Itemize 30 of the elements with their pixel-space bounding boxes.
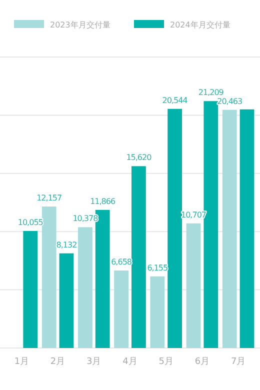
data-label: 20,463 <box>217 96 243 106</box>
bar <box>23 230 38 348</box>
data-label: 10,055 <box>18 218 44 227</box>
data-label: 21,209 <box>198 88 224 98</box>
x-tick-label: 3月 <box>86 357 102 367</box>
bar <box>186 223 201 348</box>
bar <box>42 206 56 348</box>
x-tick-label: 2月 <box>50 357 66 367</box>
data-label: 6,155 <box>147 263 168 272</box>
bar <box>59 253 74 348</box>
data-label: 20,544 <box>162 96 188 105</box>
data-label: 12,157 <box>36 193 62 202</box>
x-tick-label: 7月 <box>230 357 246 367</box>
data-label: 8,132 <box>56 240 78 250</box>
legend-label: 2023年月交付量 <box>50 20 110 30</box>
x-tick-label: 6月 <box>194 357 210 367</box>
x-tick-label: 1月 <box>14 357 30 367</box>
x-tick-label: 5月 <box>158 357 174 367</box>
bar <box>114 270 128 348</box>
legend-label: 2024年月交付量 <box>170 20 230 30</box>
data-label: 15,620 <box>126 153 152 162</box>
x-tick-label: 4月 <box>122 357 138 367</box>
bar <box>222 110 237 348</box>
data-label: 11,866 <box>90 196 116 206</box>
bar <box>150 276 165 348</box>
bar <box>240 109 254 348</box>
bar <box>132 166 146 348</box>
bar <box>168 108 182 348</box>
bar <box>78 227 92 348</box>
data-label: 6,658 <box>111 258 132 266</box>
